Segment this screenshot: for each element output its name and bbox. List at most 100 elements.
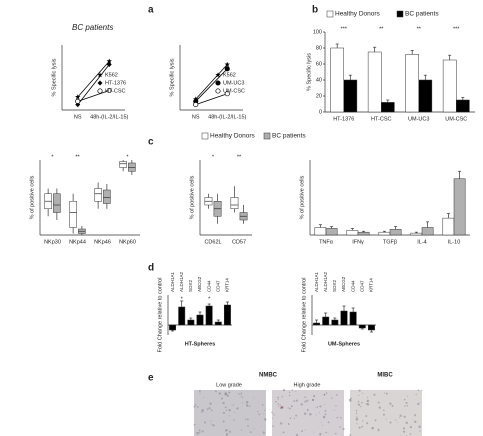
bar bbox=[421, 227, 434, 236]
texture-dot bbox=[245, 404, 249, 407]
texture-dot bbox=[342, 427, 345, 431]
texture-dot bbox=[355, 413, 358, 415]
x-tick-label: ALDH1A1 bbox=[170, 271, 175, 292]
texture-dot bbox=[221, 397, 223, 400]
line bbox=[77, 90, 110, 102]
texture-dot bbox=[397, 421, 399, 423]
bar bbox=[367, 51, 382, 113]
bar bbox=[405, 54, 419, 113]
panel-label: c bbox=[148, 137, 154, 148]
x-tick-label: HT-1376 bbox=[333, 116, 354, 122]
texture-dot bbox=[291, 405, 293, 407]
point bbox=[106, 87, 112, 94]
texture-dot bbox=[201, 411, 203, 413]
texture-dot bbox=[358, 426, 361, 429]
texture-dot bbox=[403, 430, 406, 433]
point bbox=[106, 62, 112, 67]
texture-dot bbox=[350, 397, 352, 400]
texture-dot bbox=[391, 404, 394, 407]
significance: * bbox=[181, 296, 184, 302]
texture-dot bbox=[271, 411, 273, 414]
x-axis-label: HT-Spheres bbox=[185, 341, 216, 347]
texture-dot bbox=[281, 396, 284, 398]
point bbox=[224, 61, 230, 67]
point bbox=[106, 58, 112, 64]
texture-dot bbox=[357, 403, 360, 406]
histology-image bbox=[350, 390, 422, 436]
bar bbox=[442, 217, 455, 236]
texture-dot bbox=[245, 401, 249, 404]
texture-dot bbox=[323, 393, 326, 396]
group-label: Low grade bbox=[216, 382, 242, 388]
texture-dot bbox=[262, 413, 264, 415]
texture-dot bbox=[228, 415, 230, 417]
texture-dot bbox=[288, 423, 290, 425]
bar bbox=[205, 305, 213, 326]
bar bbox=[322, 316, 330, 326]
y-axis-label: % of positive cells bbox=[299, 175, 305, 219]
x-tick-label: ALDH1A2 bbox=[179, 271, 184, 292]
bar bbox=[330, 47, 344, 113]
texture-dot bbox=[361, 425, 364, 428]
texture-dot bbox=[348, 399, 352, 402]
bar bbox=[178, 306, 186, 326]
texture-dot bbox=[417, 402, 420, 406]
significance: * bbox=[51, 154, 54, 160]
texture-dot bbox=[398, 416, 400, 418]
texture-dot bbox=[304, 429, 306, 431]
texture-dot bbox=[421, 390, 423, 392]
texture-dot bbox=[366, 403, 370, 406]
x-tick-label: HT-CSC bbox=[371, 116, 392, 122]
point bbox=[75, 98, 81, 104]
texture-dot bbox=[291, 389, 294, 391]
texture-dot bbox=[282, 388, 286, 392]
texture-dot bbox=[382, 413, 385, 416]
texture-dot bbox=[400, 434, 402, 436]
x-tick-label: NKp30 bbox=[44, 239, 61, 245]
texture-dot bbox=[295, 414, 298, 417]
box bbox=[230, 197, 239, 209]
group-label: High grade bbox=[294, 382, 321, 388]
significance: * bbox=[212, 154, 215, 160]
texture-dot bbox=[383, 409, 385, 412]
texture-dot bbox=[212, 424, 215, 427]
texture-dot bbox=[198, 429, 201, 432]
line bbox=[195, 64, 228, 100]
texture-dot bbox=[325, 392, 328, 394]
x-tick-label: CD44 bbox=[350, 280, 355, 292]
texture-dot bbox=[222, 420, 225, 423]
texture-dot bbox=[403, 415, 406, 418]
texture-dot bbox=[273, 414, 275, 416]
bar bbox=[169, 324, 177, 331]
texture-dot bbox=[304, 400, 307, 403]
texture-dot bbox=[412, 419, 413, 421]
texture-dot bbox=[339, 416, 341, 418]
x-tick-label: 48h-(IL-2/IL-15) bbox=[208, 114, 246, 120]
texture-dot bbox=[315, 407, 317, 409]
bar bbox=[346, 230, 359, 236]
texture-dot bbox=[279, 422, 283, 425]
texture-dot bbox=[300, 403, 303, 406]
texture-dot bbox=[356, 423, 358, 425]
significance: *** bbox=[341, 26, 348, 32]
texture-dot bbox=[240, 392, 243, 395]
texture-dot bbox=[253, 428, 255, 430]
line bbox=[77, 64, 110, 105]
x-tick-label: KRT14 bbox=[225, 278, 230, 292]
texture-dot bbox=[335, 405, 337, 407]
texture-dot bbox=[312, 431, 314, 433]
bar bbox=[442, 59, 457, 113]
point bbox=[224, 66, 230, 72]
texture-dot bbox=[210, 423, 212, 425]
texture-dot bbox=[322, 415, 326, 419]
legend-label: Healthy Donors bbox=[335, 11, 381, 18]
texture-dot bbox=[258, 413, 261, 416]
bar bbox=[367, 324, 375, 331]
texture-dot bbox=[378, 406, 381, 409]
texture-dot bbox=[336, 416, 339, 419]
texture-dot bbox=[409, 426, 412, 429]
texture-dot bbox=[336, 394, 338, 396]
texture-dot bbox=[395, 419, 397, 421]
texture-dot bbox=[312, 398, 314, 401]
significance: ** bbox=[75, 154, 80, 160]
